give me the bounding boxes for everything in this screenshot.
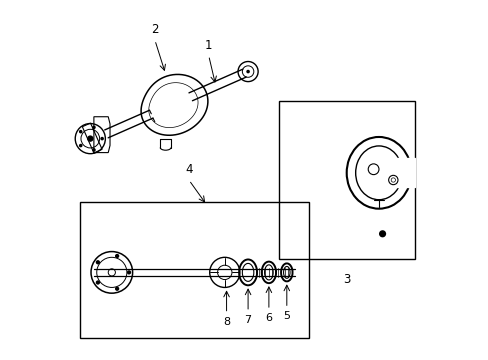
Text: 1: 1 — [204, 39, 212, 52]
Bar — [80, 202, 308, 338]
Circle shape — [126, 270, 131, 275]
Text: 3: 3 — [342, 273, 350, 286]
Circle shape — [246, 70, 249, 73]
Bar — [82, 123, 102, 153]
Text: 6: 6 — [265, 313, 272, 323]
Circle shape — [96, 260, 100, 264]
Text: 8: 8 — [223, 317, 230, 327]
Text: 4: 4 — [185, 163, 192, 176]
Circle shape — [100, 137, 104, 140]
Text: 7: 7 — [244, 315, 251, 325]
Circle shape — [92, 126, 96, 129]
Circle shape — [378, 230, 386, 237]
Text: 5: 5 — [283, 311, 290, 321]
Text: 2: 2 — [151, 23, 158, 36]
Circle shape — [92, 148, 96, 152]
Bar — [392, 158, 414, 187]
Circle shape — [115, 254, 119, 258]
Circle shape — [79, 144, 82, 147]
Circle shape — [115, 287, 119, 291]
Circle shape — [88, 136, 93, 141]
Circle shape — [96, 280, 100, 285]
Circle shape — [79, 130, 82, 134]
Bar — [278, 101, 414, 259]
